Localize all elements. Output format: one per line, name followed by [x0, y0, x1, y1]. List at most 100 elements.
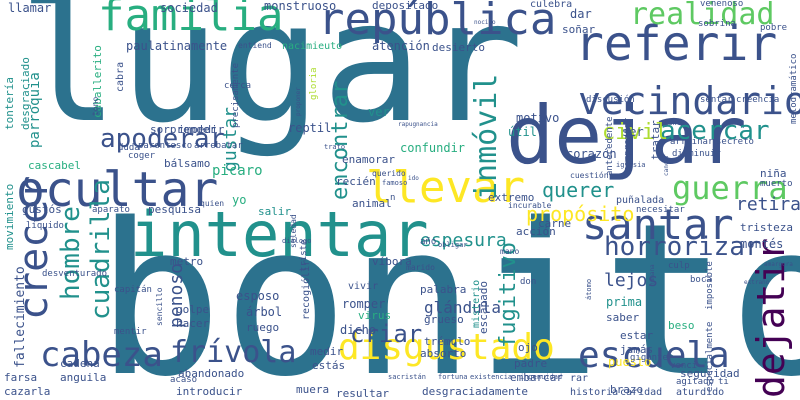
word-dialogo: diálogo — [282, 237, 312, 245]
word-arrebatar: arrebatar — [194, 141, 243, 151]
word-imposible: imposible — [705, 261, 715, 310]
word-embarcar: embarcar — [510, 371, 563, 384]
word-grueso: grueso — [424, 313, 464, 326]
word-muera: muera — [296, 383, 330, 396]
word-metro: metro — [170, 255, 204, 268]
word-republica: república — [318, 0, 557, 45]
word-pesquisa: pesquisa — [148, 203, 201, 216]
word-punalada: puñalada — [616, 195, 665, 206]
word-creencia: creencia — [736, 95, 780, 105]
word-dicho: dicho — [340, 323, 377, 337]
word-llamar: llamar — [8, 1, 52, 15]
word-fortuna: fortuna — [438, 373, 468, 381]
word-criar: criar — [350, 320, 423, 348]
word-gigante: gigante — [630, 353, 668, 363]
word-culebra: culebra — [530, 0, 573, 10]
word-inmovil: inmóvil — [469, 73, 504, 200]
word-acercar: acercar — [660, 116, 770, 146]
word-depositado: depositado — [372, 0, 439, 12]
word-guerra: guerra — [672, 169, 788, 207]
word-sobrina: sobrina — [698, 19, 736, 29]
word-escuela: escuela — [578, 335, 730, 376]
word-tremulo: trémulo — [424, 335, 471, 348]
word-impedir: impedir — [178, 123, 225, 136]
word-culp: culp — [668, 261, 690, 271]
word-paulatinamente: paulatinamente — [126, 39, 228, 53]
word-pobre: pobre — [760, 23, 788, 33]
word-espesura: espesura — [420, 230, 507, 251]
word-salir: salir — [258, 205, 292, 218]
word-triste: triste — [299, 239, 309, 272]
word-desgraciado: desgraciado — [19, 57, 32, 130]
word-cazarla: cazarla — [4, 385, 51, 398]
word-beso: beso — [668, 319, 695, 332]
word-arbol: árbol — [246, 305, 283, 319]
word-introducir: introducir — [176, 385, 243, 398]
word-cuadrilla: cuadrilla — [86, 179, 116, 320]
word-atencion: atención — [372, 39, 430, 53]
word-cascabel: cascabel — [28, 159, 81, 172]
word-aparato: aparato — [92, 205, 130, 215]
word-gente: gente — [664, 119, 686, 127]
word-gloria: gloria — [309, 67, 319, 100]
word-palabra: palabra — [420, 283, 467, 296]
word-desgraciadamente: desgraciadamente — [422, 385, 528, 398]
word-retirar: retirar — [736, 194, 800, 215]
word-famoso: famoso — [382, 179, 408, 187]
word-nocivo: nocivo — [474, 19, 496, 26]
word-parentesco: parentesco — [138, 141, 193, 151]
word-tono: tono — [91, 96, 100, 116]
word-esposo: esposo — [236, 289, 280, 303]
word-arruinar: arruinar — [670, 137, 714, 147]
word-cerca: cerca — [224, 81, 252, 91]
word-gustos: gustós — [22, 203, 62, 216]
word-brazo: brazo — [610, 383, 644, 396]
word-melodramatico: melodramático — [789, 53, 799, 124]
word-bonito: bonito — [96, 178, 800, 400]
word-frivola: frívola — [170, 335, 297, 370]
word-secreto: secreto — [716, 137, 754, 147]
word-vibora: víbora — [372, 255, 412, 268]
word-sencillo: sencillo — [155, 287, 164, 326]
word-puesto: puesto — [608, 355, 652, 369]
word-ruego: ruego — [246, 321, 280, 334]
word-ojo: ojo — [518, 341, 538, 354]
word-tratar: tratar — [649, 120, 662, 160]
word-querer: querer — [542, 178, 615, 202]
word-motivo: motivo — [516, 111, 560, 125]
word-enamorar: enamorar — [342, 153, 395, 166]
word-antecedente: antecedente — [605, 116, 615, 176]
word-realidad: realidad — [630, 0, 775, 32]
word-glandula: glándula — [424, 298, 502, 317]
word-accion: acción — [516, 225, 556, 238]
word-balsamo: bálsamo — [164, 157, 211, 170]
word-sonar: soñar — [562, 23, 596, 36]
word-caridad: caridad — [620, 387, 663, 398]
word-boca: boca — [690, 275, 712, 285]
word-lejos: lejos — [604, 270, 659, 291]
word-misterio: misterio — [471, 279, 482, 328]
word-estas: estás — [312, 359, 346, 372]
word-monstruoso: monstruoso — [264, 0, 337, 13]
word-sorprender: sorprender — [150, 123, 217, 136]
word-corazon: corazón — [566, 147, 617, 161]
word-aturdido: aturdido — [676, 387, 725, 398]
word-ver: ver — [368, 105, 390, 119]
word-ano: año — [420, 237, 437, 247]
word-precisamente: precisamente — [231, 62, 241, 128]
word-apoderar: apoderar — [100, 124, 226, 154]
word-querido: querido — [372, 169, 406, 178]
word-incurable: incurable — [508, 201, 552, 210]
word-civil: civil — [602, 120, 669, 145]
word-obligar: obligar — [438, 241, 468, 249]
word-montes: montés — [740, 237, 784, 251]
word-proposito: propósito — [526, 202, 635, 226]
word-desierto: desierto — [432, 41, 485, 54]
word-dejar: dejar — [506, 89, 747, 182]
word-resultar: resultar — [336, 387, 389, 400]
word-disminuir: disminuir — [672, 149, 721, 159]
word-muerto: muerto — [760, 179, 793, 189]
word-anguila: anguila — [60, 371, 107, 384]
word-nacimieuto: nacimieuto — [282, 41, 343, 52]
word-cadena: cadena — [60, 357, 100, 370]
